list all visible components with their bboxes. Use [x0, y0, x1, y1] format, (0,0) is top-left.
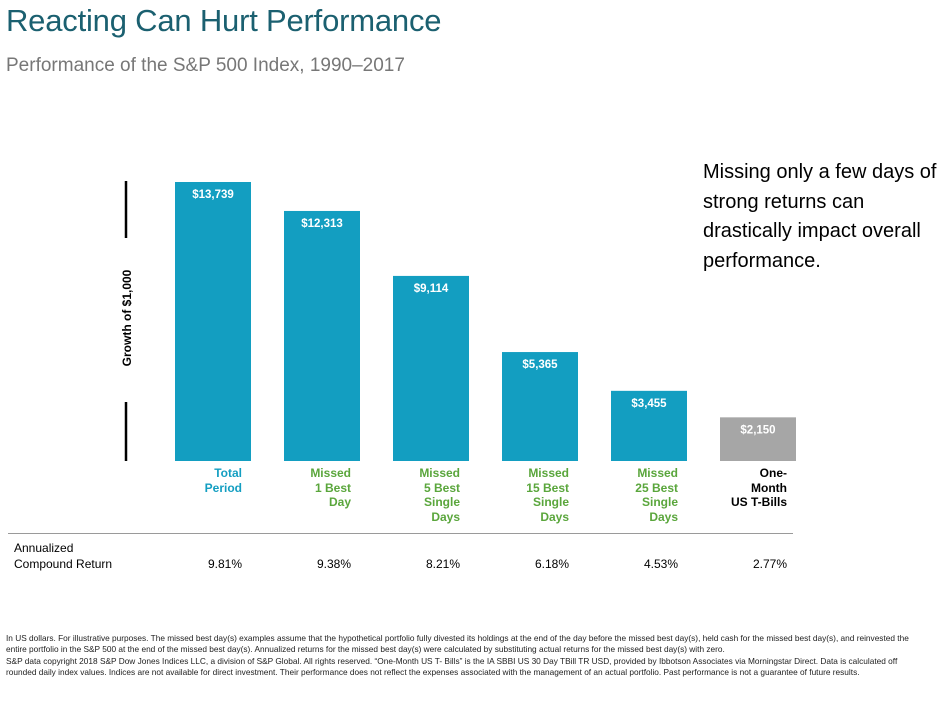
return-value-4: 6.18%: [534, 557, 569, 571]
return-value-3: 8.21%: [425, 557, 460, 571]
return-value-2: 9.38%: [316, 557, 351, 571]
bar-4: [502, 352, 578, 461]
bar-value-label-6: $2,150: [740, 424, 775, 436]
bar-1: [175, 182, 251, 461]
y-axis-label: Growth of $1,000: [120, 269, 134, 366]
bar-3: [393, 275, 469, 461]
category-label-1: Total Period: [204, 466, 242, 495]
page-subtitle: Performance of the S&P 500 Index, 1990–2…: [6, 55, 405, 76]
return-value-5: 4.53%: [643, 557, 678, 571]
bar-value-label-3: $9,114: [414, 283, 449, 295]
bar-value-label-1: $13,739: [192, 189, 234, 201]
bar-2: [284, 210, 360, 461]
bar-value-label-5: $3,455: [631, 398, 667, 410]
footnote-paragraph-2: S&P data copyright 2018 S&P Dow Jones In…: [6, 655, 898, 678]
category-label-6: One- Month US T-Bills: [730, 466, 787, 509]
divider-line: [8, 533, 793, 534]
bar-6: [720, 417, 796, 461]
return-value-1: 9.81%: [207, 557, 242, 571]
footnote: In US dollars. For illustrative purposes…: [6, 633, 924, 679]
footnote-paragraph-1: In US dollars. For illustrative purposes…: [6, 633, 909, 655]
page-title: Reacting Can Hurt Performance: [6, 3, 442, 38]
category-label-5: Missed 25 Best Single Days: [635, 466, 678, 524]
bars: $13,739 $12,313 $9,114 $5,365 $3,455 $2,150: [175, 182, 796, 461]
category-label-3: Missed 5 Best Single Days: [419, 466, 460, 524]
category-label-4: Missed 15 Best Single Days: [526, 466, 569, 524]
return-value-6: 2.77%: [752, 557, 787, 571]
y-axis: Growth of $1,000: [120, 181, 134, 461]
category-label-2: Missed 1 Best Day: [310, 466, 351, 509]
bar-value-label-4: $5,365: [522, 359, 558, 371]
callout-text: Missing only a few days of strong return…: [703, 161, 937, 272]
bar-value-label-2: $12,313: [301, 218, 343, 230]
bar-5: [611, 390, 687, 461]
returns-row-label: Annualized Compound Return: [14, 541, 113, 571]
